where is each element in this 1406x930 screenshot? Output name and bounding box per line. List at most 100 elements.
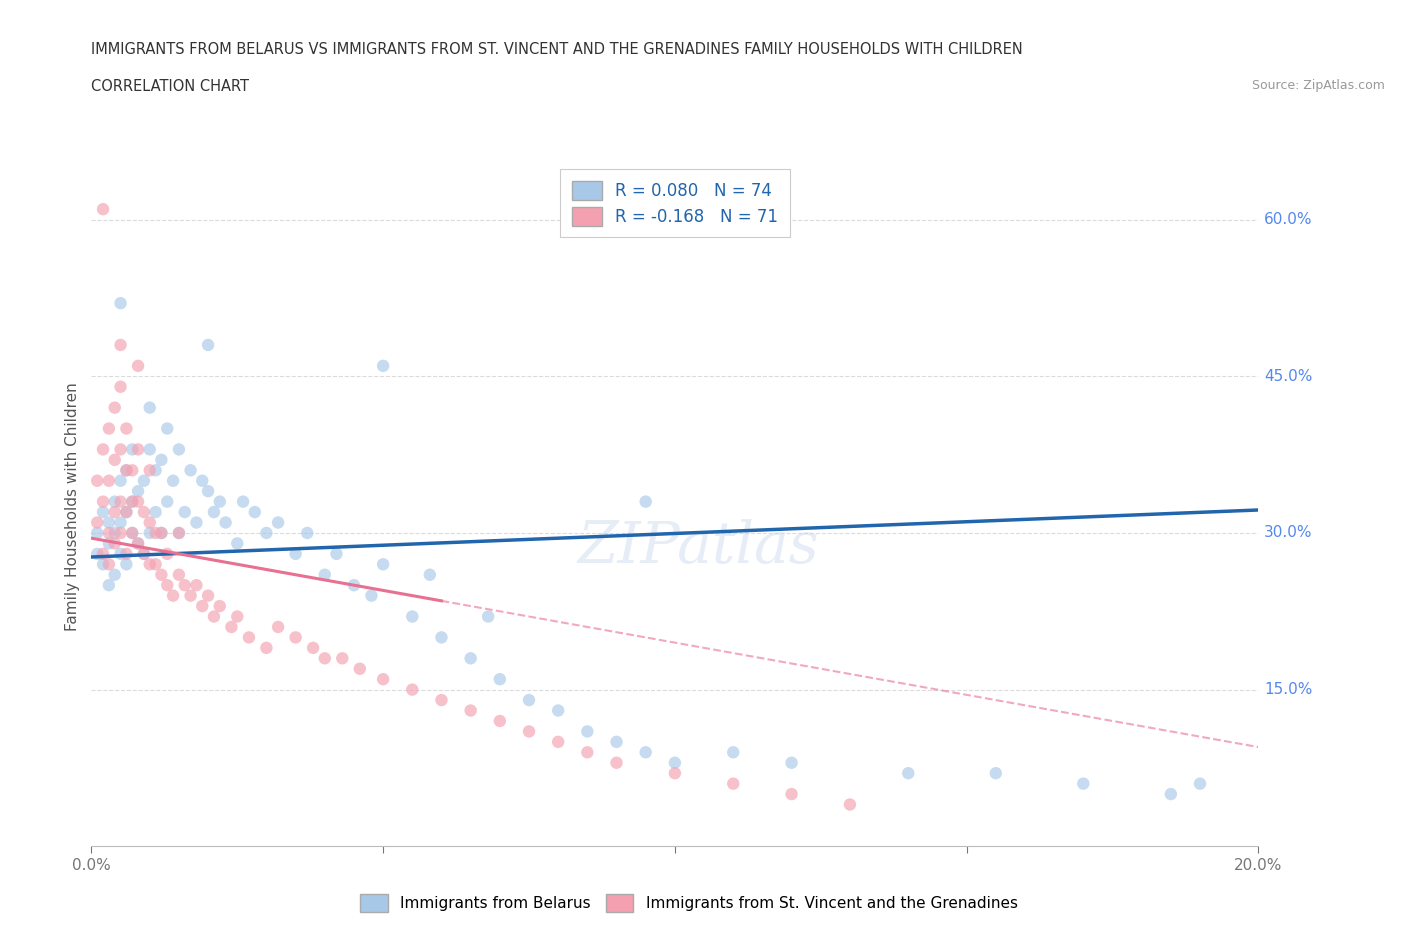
- Point: [115, 557, 138, 572]
- Text: IMMIGRANTS FROM BELARUS VS IMMIGRANTS FROM ST. VINCENT AND THE GRENADINES FAMILY: IMMIGRANTS FROM BELARUS VS IMMIGRANTS FR…: [91, 42, 1024, 57]
- Legend: R = 0.080   N = 74, R = -0.168   N = 71: R = 0.080 N = 74, R = -0.168 N = 71: [560, 169, 790, 237]
- Point: [127, 536, 149, 551]
- Point: [97, 525, 120, 540]
- Point: [664, 765, 686, 780]
- Point: [86, 547, 108, 562]
- Point: [371, 557, 394, 572]
- Point: [325, 547, 347, 562]
- Point: [115, 421, 138, 436]
- Point: [91, 202, 114, 217]
- Point: [208, 599, 231, 614]
- Point: [110, 473, 132, 488]
- Point: [104, 400, 127, 415]
- Point: [86, 525, 108, 540]
- Point: [138, 463, 162, 478]
- Point: [110, 515, 132, 530]
- Point: [208, 494, 231, 509]
- Point: [104, 536, 127, 551]
- Point: [167, 525, 190, 540]
- Point: [162, 588, 184, 603]
- Point: [214, 515, 236, 530]
- Point: [576, 724, 599, 738]
- Point: [110, 442, 132, 457]
- Point: [121, 494, 143, 509]
- Point: [121, 525, 143, 540]
- Point: [127, 484, 149, 498]
- Point: [191, 473, 214, 488]
- Point: [145, 505, 167, 520]
- Point: [477, 609, 499, 624]
- Point: [302, 641, 325, 656]
- Point: [371, 358, 394, 373]
- Point: [156, 547, 179, 562]
- Point: [110, 547, 132, 562]
- Point: [145, 463, 167, 478]
- Point: [150, 567, 173, 582]
- Point: [167, 442, 190, 457]
- Point: [121, 494, 143, 509]
- Point: [284, 547, 307, 562]
- Point: [121, 442, 143, 457]
- Point: [576, 745, 599, 760]
- Point: [430, 630, 453, 644]
- Point: [173, 505, 195, 520]
- Point: [401, 609, 423, 624]
- Point: [1073, 777, 1095, 791]
- Point: [238, 630, 260, 644]
- Point: [419, 567, 441, 582]
- Point: [197, 338, 219, 352]
- Point: [86, 515, 108, 530]
- Point: [110, 525, 132, 540]
- Point: [723, 777, 745, 791]
- Point: [191, 599, 214, 614]
- Point: [132, 547, 155, 562]
- Point: [138, 442, 162, 457]
- Point: [226, 536, 249, 551]
- Point: [86, 473, 108, 488]
- Point: [145, 557, 167, 572]
- Point: [115, 463, 138, 478]
- Point: [547, 735, 569, 750]
- Point: [104, 525, 127, 540]
- Point: [605, 755, 627, 770]
- Point: [138, 525, 162, 540]
- Point: [97, 536, 120, 551]
- Point: [150, 525, 173, 540]
- Point: [1160, 787, 1182, 802]
- Point: [132, 505, 155, 520]
- Point: [150, 525, 173, 540]
- Point: [145, 525, 167, 540]
- Point: [547, 703, 569, 718]
- Point: [132, 473, 155, 488]
- Point: [460, 703, 482, 718]
- Point: [115, 547, 138, 562]
- Point: [897, 765, 920, 780]
- Point: [97, 557, 120, 572]
- Point: [138, 557, 162, 572]
- Y-axis label: Family Households with Children: Family Households with Children: [65, 382, 80, 631]
- Point: [104, 505, 127, 520]
- Point: [104, 567, 127, 582]
- Text: ZIPatlas: ZIPatlas: [578, 519, 820, 576]
- Point: [156, 421, 179, 436]
- Point: [202, 505, 225, 520]
- Point: [110, 338, 132, 352]
- Point: [138, 515, 162, 530]
- Point: [254, 641, 277, 656]
- Point: [202, 609, 225, 624]
- Point: [232, 494, 254, 509]
- Point: [221, 619, 243, 634]
- Point: [243, 505, 266, 520]
- Point: [91, 505, 114, 520]
- Point: [401, 683, 423, 698]
- Point: [132, 547, 155, 562]
- Point: [115, 505, 138, 520]
- Legend: Immigrants from Belarus, Immigrants from St. Vincent and the Grenadines: Immigrants from Belarus, Immigrants from…: [354, 888, 1024, 918]
- Point: [121, 463, 143, 478]
- Point: [343, 578, 366, 592]
- Point: [186, 578, 208, 592]
- Point: [664, 755, 686, 770]
- Point: [517, 724, 540, 738]
- Point: [330, 651, 353, 666]
- Text: 45.0%: 45.0%: [1264, 369, 1313, 384]
